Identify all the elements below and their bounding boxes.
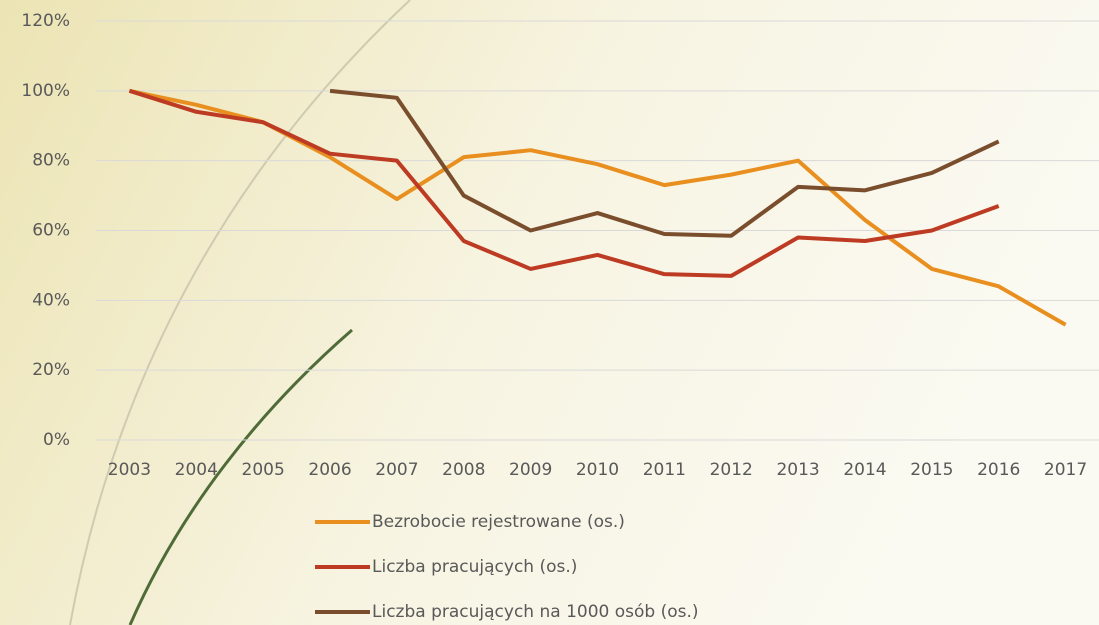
x-tick-label: 2015 xyxy=(910,460,953,480)
x-tick-label: 2012 xyxy=(710,460,753,480)
x-tick-label: 2013 xyxy=(776,460,819,480)
x-tick-label: 2014 xyxy=(843,460,886,480)
x-tick-label: 2006 xyxy=(308,460,351,480)
x-tick-label: 2005 xyxy=(242,460,285,480)
y-tick-label: 40% xyxy=(32,290,70,310)
decor-curve xyxy=(128,328,353,625)
x-tick-label: 2008 xyxy=(442,460,485,480)
series-line xyxy=(128,88,1000,278)
x-tick-label: 2011 xyxy=(643,460,686,480)
y-tick-label: 60% xyxy=(32,221,70,241)
x-tick-label: 2007 xyxy=(375,460,418,480)
x-tick-label: 2010 xyxy=(576,460,619,480)
series-line xyxy=(329,88,1000,238)
x-tick-label: 2017 xyxy=(1044,460,1087,480)
y-tick-label: 120% xyxy=(21,11,70,31)
legend-label: Bezrobocie rejestrowane (os.) xyxy=(372,512,625,532)
y-tick-label: 80% xyxy=(32,151,70,171)
y-tick-label: 100% xyxy=(21,81,70,101)
legend-label: Liczba pracujących (os.) xyxy=(372,557,577,577)
x-tick-label: 2016 xyxy=(977,460,1020,480)
legend-label: Liczba pracujących na 1000 osób (os.) xyxy=(372,602,699,622)
y-tick-label: 0% xyxy=(43,430,70,450)
x-tick-label: 2009 xyxy=(509,460,552,480)
y-tick-label: 20% xyxy=(32,360,70,380)
x-tick-label: 2003 xyxy=(108,460,151,480)
decor-curve xyxy=(69,0,411,625)
x-tick-label: 2004 xyxy=(175,460,218,480)
